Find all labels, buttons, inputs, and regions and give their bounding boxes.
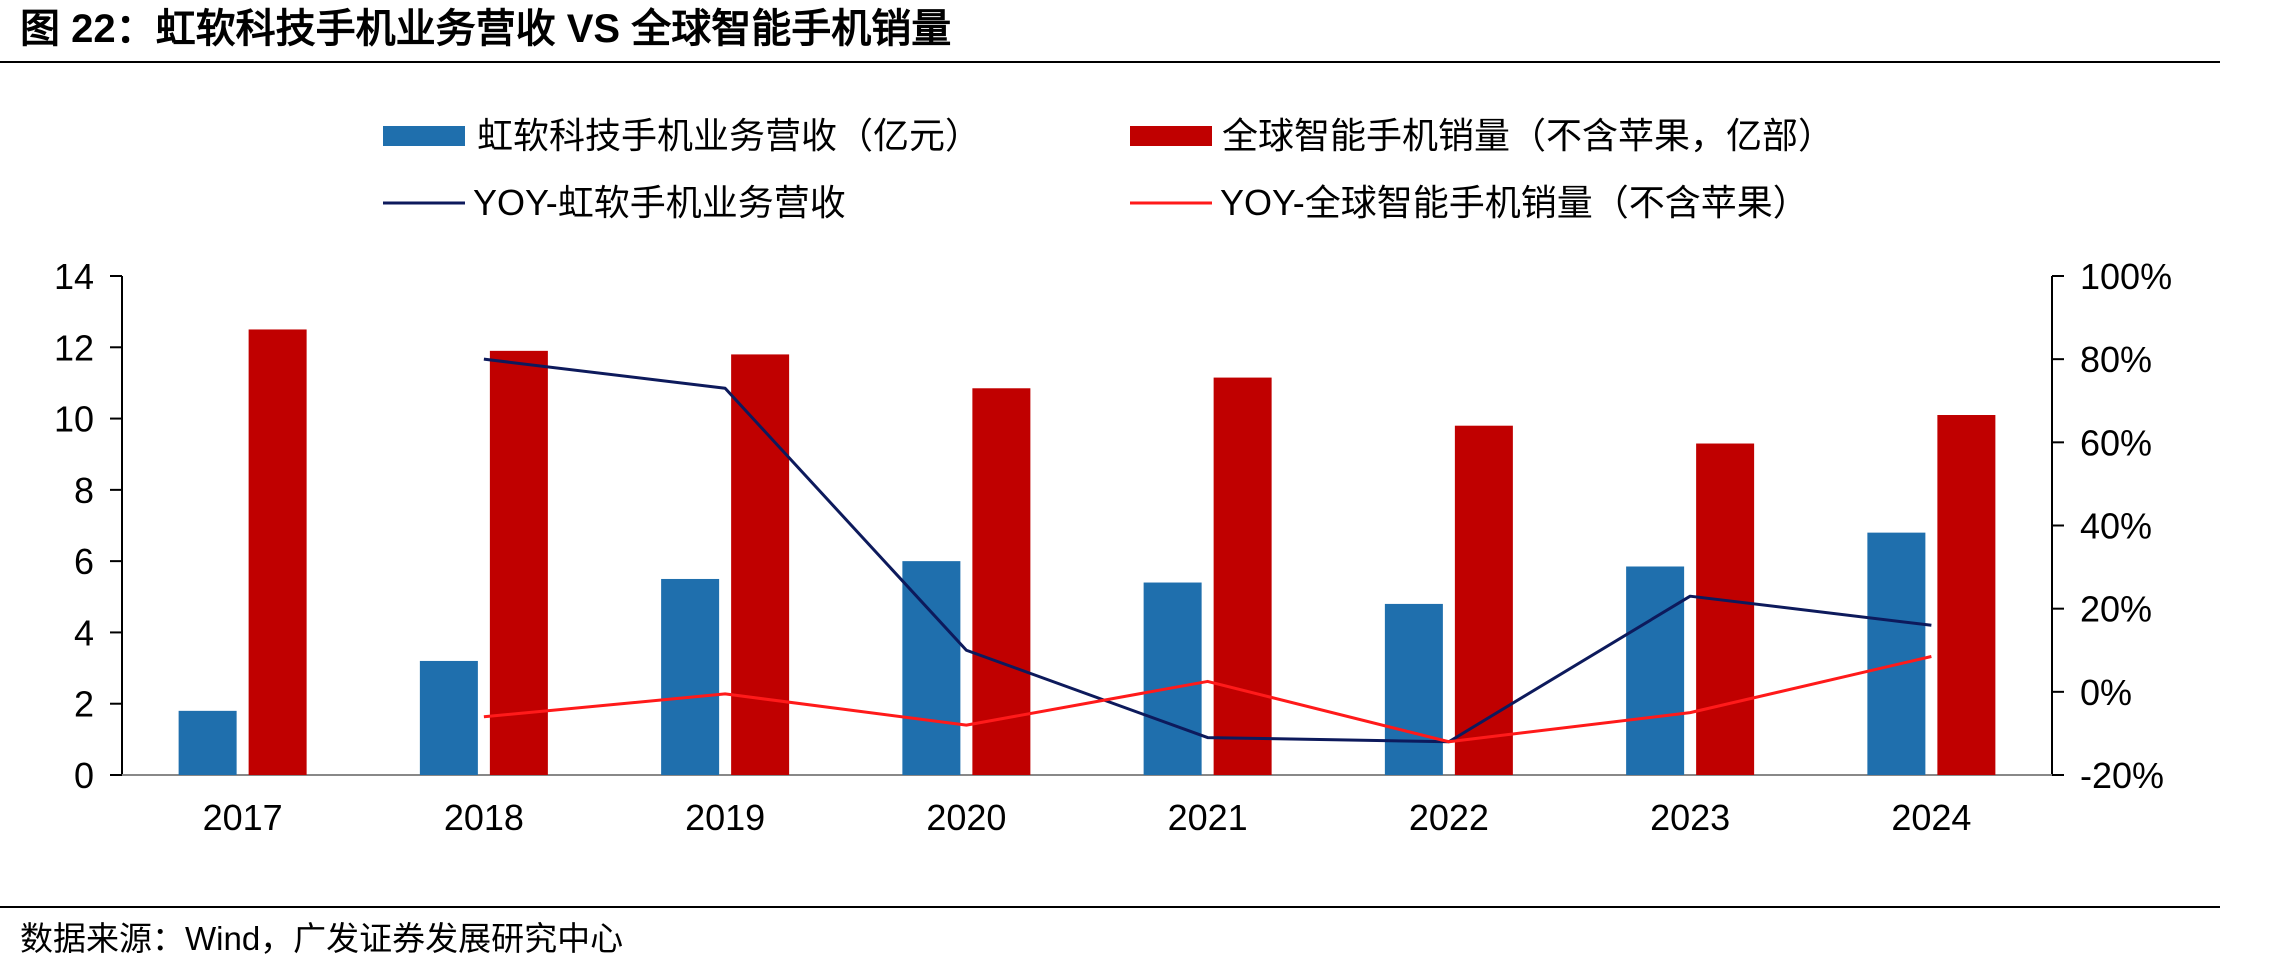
legend-swatch-revenue: [383, 126, 465, 146]
x-tick-label: 2020: [926, 797, 1006, 838]
bar-shipments: [1937, 415, 1996, 775]
y-left-tick-label: 2: [74, 684, 94, 725]
bar-shipments: [489, 350, 548, 775]
bar-revenue: [1626, 566, 1685, 775]
bar-revenue: [661, 578, 720, 775]
y-right-tick-label: 100%: [2080, 256, 2172, 297]
y-right-tick-label: -20%: [2080, 755, 2164, 796]
bar-shipments: [731, 354, 790, 775]
y-left-tick-label: 6: [74, 541, 94, 582]
y-right-tick-label: 0%: [2080, 672, 2132, 713]
y-left-tick-label: 12: [54, 327, 94, 368]
source-note: 数据来源：Wind，广发证券发展研究中心: [20, 920, 623, 957]
line-revenue-yoy: [483, 357, 1932, 744]
bar-revenue: [1143, 582, 1202, 775]
bar-revenue: [1867, 532, 1926, 775]
x-tick-label: 2021: [1168, 797, 1248, 838]
y-right-tick-label: 60%: [2080, 422, 2152, 463]
bar-revenue: [1384, 603, 1443, 775]
y-right-tick-label: 40%: [2080, 506, 2152, 547]
y-left-tick-label: 10: [54, 399, 94, 440]
line-shipments-yoy: [483, 655, 1932, 744]
x-tick-label: 2022: [1409, 797, 1489, 838]
x-tick-label: 2023: [1650, 797, 1730, 838]
legend-label-shipments-yoy: YOY-全球智能手机销量（不含苹果）: [1220, 182, 1809, 223]
figure-title: 图 22：虹软科技手机业务营收 VS 全球智能手机销量: [20, 6, 951, 51]
x-tick-label: 2018: [444, 797, 524, 838]
y-left-tick-label: 8: [74, 470, 94, 511]
legend-label-revenue: 虹软科技手机业务营收（亿元）: [477, 115, 981, 156]
legend: 虹软科技手机业务营收（亿元） 全球智能手机销量（不含苹果，亿部） YOY-虹软手…: [383, 115, 1834, 223]
y-right-tick-label: 80%: [2080, 339, 2152, 380]
bar-revenue: [178, 710, 237, 775]
y-left-tick-label: 0: [74, 755, 94, 796]
bar-revenue: [419, 660, 478, 775]
y-left-tick-label: 4: [74, 612, 94, 653]
bar-shipments: [1213, 377, 1272, 775]
x-tick-label: 2019: [685, 797, 765, 838]
x-tick-label: 2017: [203, 797, 283, 838]
bar-shipments: [248, 329, 307, 775]
plot-area: 0 2 4 6 8 10 12 14 -20% 0% 20% 40% 60% 80% 100% 2017 201…: [54, 256, 2172, 838]
bar-shipments: [1696, 443, 1755, 775]
bar-shipments: [972, 388, 1031, 775]
legend-label-revenue-yoy: YOY-虹软手机业务营收: [473, 182, 846, 223]
y-right-tick-label: 20%: [2080, 589, 2152, 630]
x-tick-label: 2024: [1891, 797, 1971, 838]
legend-swatch-shipments: [1130, 126, 1212, 146]
y-left-tick-label: 14: [54, 256, 94, 297]
bar-shipments: [1454, 425, 1513, 775]
bar-revenue: [902, 561, 961, 775]
legend-label-shipments: 全球智能手机销量（不含苹果，亿部）: [1222, 115, 1834, 156]
